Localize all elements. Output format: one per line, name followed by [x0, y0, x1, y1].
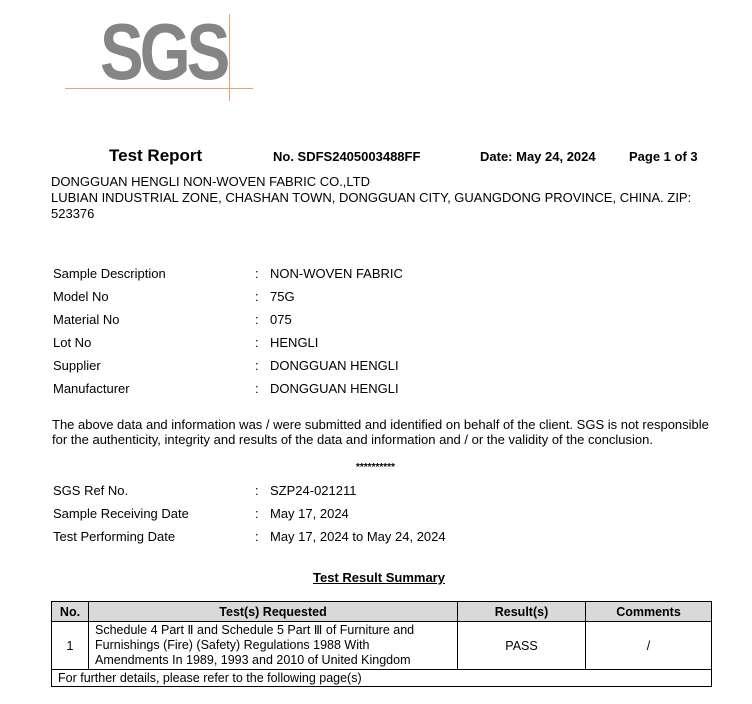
test-line: Furnishings (Fire) (Safety) Regulations …: [95, 638, 370, 652]
field-value: DONGGUAN HENGLI: [270, 381, 399, 396]
footer-note: For further details, please refer to the…: [51, 669, 712, 687]
row-test: Schedule 4 Part Ⅱ and Schedule 5 Part Ⅲ …: [88, 621, 458, 670]
field-label: Model No: [53, 289, 109, 304]
summary-title: Test Result Summary: [313, 570, 445, 585]
row-result: PASS: [457, 621, 586, 670]
col-comments: Comments: [585, 601, 712, 622]
field-sep: :: [255, 289, 259, 304]
field-label: Sample Receiving Date: [53, 506, 189, 521]
logo-horizontal-line: [65, 88, 253, 89]
field-value: NON-WOVEN FABRIC: [270, 266, 403, 281]
field-label: Supplier: [53, 358, 101, 373]
separator-stars: **********: [356, 462, 395, 473]
field-sep: :: [255, 381, 259, 396]
disclaimer-cont: for the authenticity, integrity and resu…: [52, 432, 653, 447]
field-sep: :: [255, 358, 259, 373]
table-footer: For further details, please refer to the…: [51, 669, 712, 687]
row-no: 1: [51, 621, 89, 670]
field-value: DONGGUAN HENGLI: [270, 358, 399, 373]
report-date: Date: May 24, 2024: [480, 149, 596, 164]
field-sep: :: [255, 529, 259, 544]
field-value: May 17, 2024 to May 24, 2024: [270, 529, 446, 544]
field-sep: :: [255, 266, 259, 281]
field-value: SZP24-021211: [270, 483, 357, 498]
field-value: 075: [270, 312, 292, 327]
field-sep: :: [255, 506, 259, 521]
field-value: May 17, 2024: [270, 506, 349, 521]
report-title: Test Report: [109, 146, 203, 165]
test-line: Amendments In 1989, 1993 and 2010 of Uni…: [95, 653, 411, 667]
client-name: DONGGUAN HENGLI NON-WOVEN FABRIC CO.,LTD: [51, 174, 371, 189]
field-label: Material No: [53, 312, 120, 327]
field-label: Sample Description: [53, 266, 166, 281]
sgs-logo: SGS: [100, 7, 230, 96]
field-label: SGS Ref No.: [53, 483, 129, 498]
field-value: HENGLI: [270, 335, 319, 350]
field-sep: :: [255, 335, 259, 350]
logo-vertical-line: [229, 14, 230, 101]
table-header: No. Test(s) Requested Result(s) Comments: [51, 601, 712, 622]
summary-table: No. Test(s) Requested Result(s) Comments…: [51, 601, 712, 687]
page-number: Page 1 of 3: [629, 149, 698, 164]
test-line: Schedule 4 Part Ⅱ and Schedule 5 Part Ⅲ …: [95, 623, 415, 637]
field-sep: :: [255, 483, 259, 498]
row-comments: /: [585, 621, 712, 670]
report-number: No. SDFS2405003488FF: [273, 149, 421, 164]
col-no: No.: [51, 601, 89, 622]
table-row: 1 Schedule 4 Part Ⅱ and Schedule 5 Part …: [51, 621, 712, 670]
field-label: Test Performing Date: [53, 529, 176, 544]
client-address: LUBIAN INDUSTRIAL ZONE, CHASHAN TOWN, DO…: [51, 190, 692, 205]
col-result: Result(s): [457, 601, 586, 622]
col-test: Test(s) Requested: [88, 601, 458, 622]
client-zip: 523376: [51, 206, 95, 221]
field-label: Lot No: [53, 335, 92, 350]
field-value: 75G: [270, 289, 295, 304]
field-sep: :: [255, 312, 259, 327]
disclaimer: The above data and information was / wer…: [52, 417, 709, 432]
field-label: Manufacturer: [53, 381, 130, 396]
